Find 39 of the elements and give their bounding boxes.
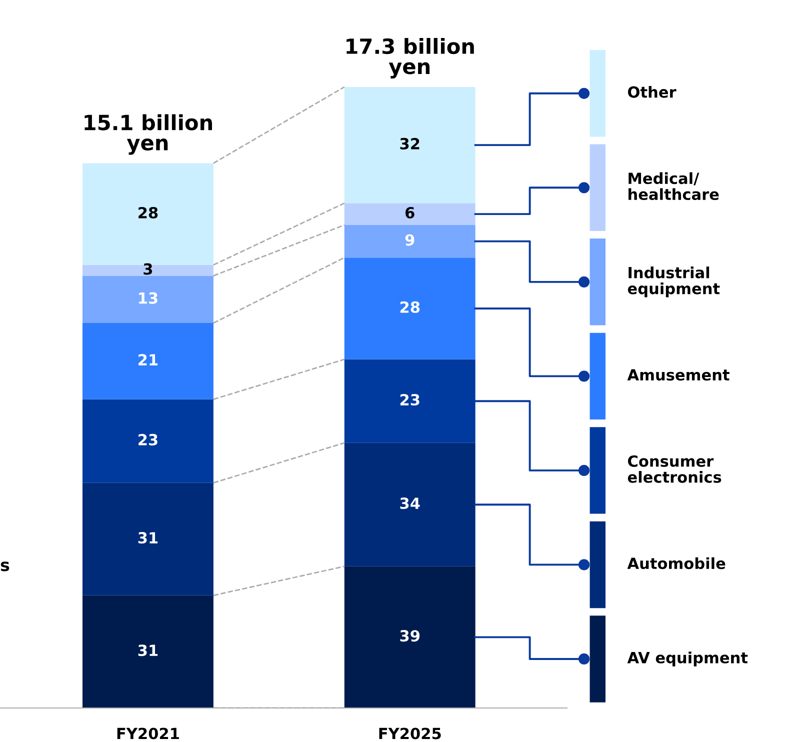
bar: [344, 203, 476, 225]
text: Consumer electronics: [628, 455, 722, 483]
bar: [82, 482, 214, 596]
bar: [344, 442, 476, 566]
annotation: 15.1 billion yen: [84, 114, 212, 155]
bar: [344, 258, 476, 360]
text: AV equipment: [627, 652, 748, 666]
x-tick-label: FY2021: [117, 728, 179, 740]
bar: [82, 264, 214, 276]
data-label: 31: [138, 532, 158, 544]
text: Industrial equipment: [628, 266, 720, 298]
data-label: 28: [400, 301, 420, 313]
bar: [82, 163, 214, 265]
text: Amusement: [627, 369, 730, 381]
data-label: 3: [144, 263, 152, 275]
text: Automobile: [627, 557, 726, 570]
data-label: 32: [400, 138, 420, 150]
data-label: 39: [400, 630, 420, 642]
data-label: 34: [400, 497, 420, 510]
bar: [344, 566, 476, 708]
data-label: 21: [138, 354, 158, 366]
text: Other: [628, 86, 676, 98]
annotation: 17.3 billion yen: [346, 38, 474, 78]
data-label: 28: [138, 206, 158, 218]
bar: [82, 595, 214, 708]
bar: [82, 323, 214, 400]
data-label: 6: [406, 206, 414, 218]
annotation: s: [0, 562, 10, 572]
data-label: 31: [138, 644, 158, 656]
x-tick-label: FY2025: [379, 728, 441, 740]
data-label: 23: [400, 394, 420, 406]
bar: [344, 86, 476, 204]
data-label: 23: [138, 434, 158, 446]
data-label: 9: [405, 234, 414, 246]
bar: [82, 276, 214, 324]
bar: [344, 224, 476, 258]
bar: [82, 399, 214, 483]
data-label: 13: [139, 292, 158, 304]
text: Medical/ healthcare: [628, 172, 719, 200]
